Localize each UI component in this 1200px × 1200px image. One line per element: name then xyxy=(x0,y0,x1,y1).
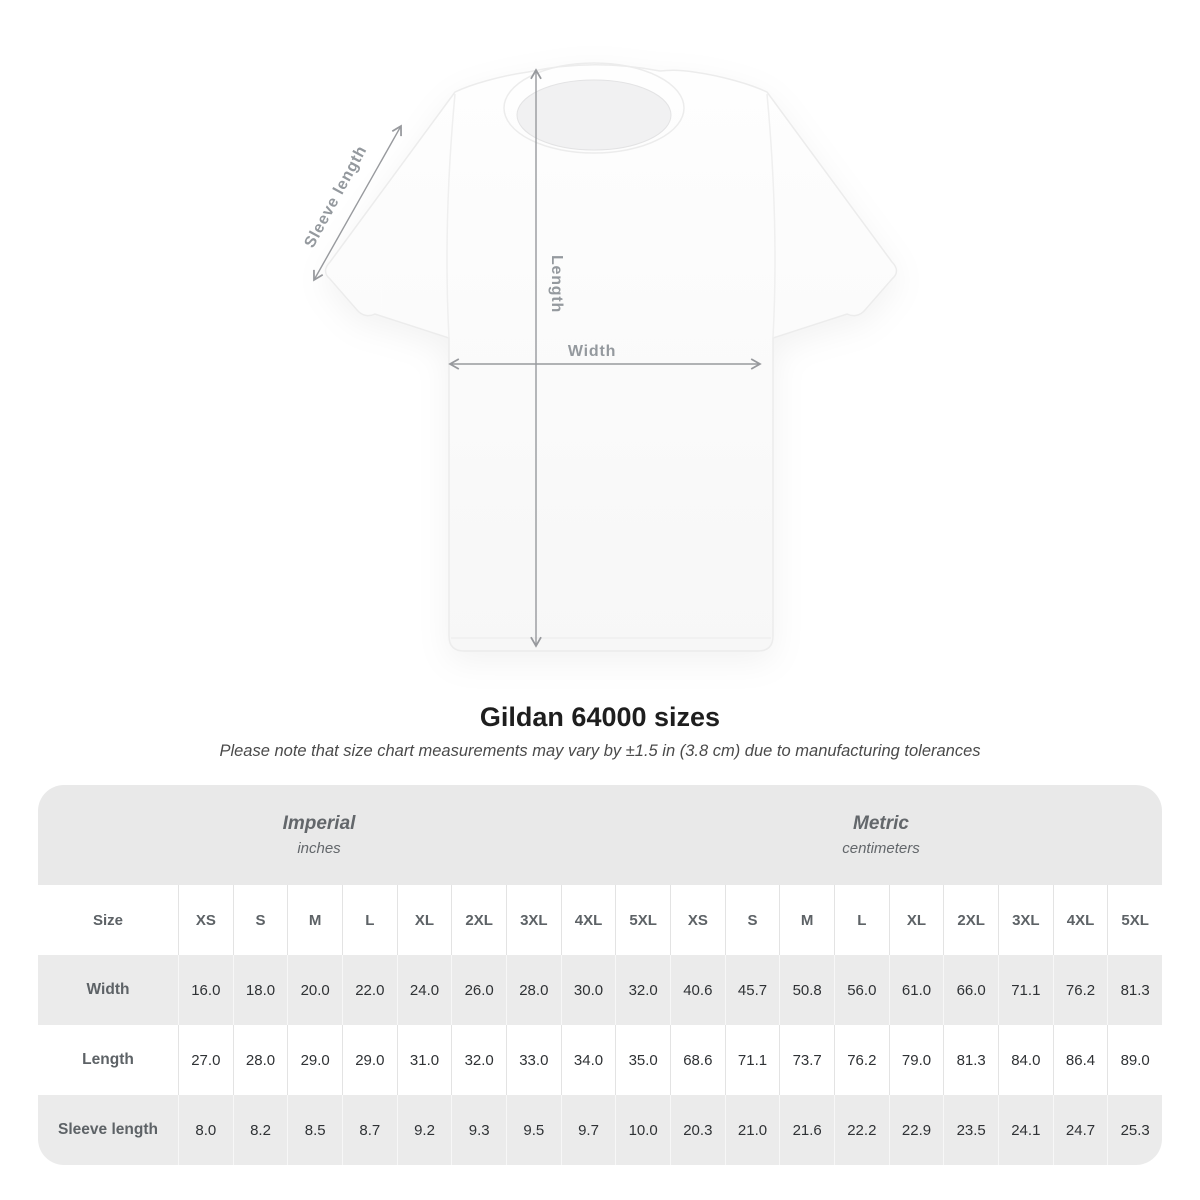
size-header-metric: 4XL xyxy=(1052,885,1108,955)
size-header-metric: S xyxy=(724,885,780,955)
measurement-value-metric: 79.0 xyxy=(888,1025,944,1095)
measurement-value-metric: 24.7 xyxy=(1052,1095,1108,1165)
measurement-value-metric: 40.6 xyxy=(670,955,725,1025)
measurement-value-imperial: 28.0 xyxy=(506,955,561,1025)
measurement-value-imperial: 8.5 xyxy=(287,1095,342,1165)
size-header-metric: L xyxy=(834,885,889,955)
size-header-imperial: S xyxy=(232,885,288,955)
measurement-value-metric: 73.7 xyxy=(779,1025,834,1095)
measurement-value-imperial: 29.0 xyxy=(342,1025,397,1095)
measurement-value-metric: 21.0 xyxy=(724,1095,780,1165)
size-header-metric: 5XL xyxy=(1107,885,1162,955)
width-measure-label: Width xyxy=(568,343,616,360)
tshirt-figure: Sleeve length Length Width xyxy=(301,62,898,652)
measurement-value-imperial: 9.5 xyxy=(506,1095,561,1165)
unit-group-unit: inches xyxy=(297,840,341,857)
measurement-value-metric: 81.3 xyxy=(1107,955,1162,1025)
size-grid: Size XS S M L XL 2XL 3XL 4XL 5XL XS S M L XL 2XL 3XL 4XL 5… xyxy=(38,885,1162,1165)
measurement-value-imperial: 26.0 xyxy=(451,955,506,1025)
unit-band: Imperial inches Metric centimeters xyxy=(38,785,1162,885)
measurement-value-imperial: 30.0 xyxy=(560,955,616,1025)
measurement-value-metric: 21.6 xyxy=(779,1095,834,1165)
size-header-imperial: 4XL xyxy=(560,885,616,955)
size-header-imperial: 3XL xyxy=(506,885,561,955)
size-header-imperial: M xyxy=(287,885,342,955)
measurement-value-metric: 45.7 xyxy=(724,955,780,1025)
neck-opening xyxy=(516,79,672,151)
unit-group-name: Metric xyxy=(853,813,909,834)
measurement-value-metric: 24.1 xyxy=(998,1095,1053,1165)
size-table: Imperial inches Metric centimeters Size X… xyxy=(38,785,1162,1165)
measurement-value-imperial: 22.0 xyxy=(342,955,397,1025)
tolerance-note: Please note that size chart measurements… xyxy=(219,742,981,760)
unit-group-unit: centimeters xyxy=(842,840,920,857)
size-header-imperial: 5XL xyxy=(615,885,670,955)
measurement-value-imperial: 9.7 xyxy=(560,1095,616,1165)
measurement-value-imperial: 28.0 xyxy=(232,1025,288,1095)
measurement-value-imperial: 27.0 xyxy=(178,1025,233,1095)
measurement-value-metric: 81.3 xyxy=(943,1025,998,1095)
measurement-value-metric: 23.5 xyxy=(943,1095,998,1165)
measurement-value-imperial: 9.2 xyxy=(396,1095,452,1165)
measurement-value-metric: 84.0 xyxy=(998,1025,1053,1095)
measurement-value-metric: 20.3 xyxy=(670,1095,725,1165)
measurement-value-imperial: 20.0 xyxy=(287,955,342,1025)
measurement-value-imperial: 34.0 xyxy=(560,1025,616,1095)
measurement-row-label: Width xyxy=(38,955,178,1025)
measurement-value-metric: 50.8 xyxy=(779,955,834,1025)
tshirt-image xyxy=(324,62,898,652)
measurement-value-imperial: 9.3 xyxy=(451,1095,506,1165)
measurement-value-imperial: 8.2 xyxy=(232,1095,288,1165)
measurement-value-metric: 56.0 xyxy=(834,955,889,1025)
measurement-value-imperial: 18.0 xyxy=(232,955,288,1025)
measurement-value-imperial: 31.0 xyxy=(396,1025,452,1095)
measurement-value-metric: 71.1 xyxy=(724,1025,780,1095)
size-header-imperial: L xyxy=(342,885,397,955)
measurement-value-metric: 22.9 xyxy=(888,1095,944,1165)
length-measure-label: Length xyxy=(548,255,565,313)
unit-group-imperial: Imperial inches xyxy=(38,785,600,885)
collar-outline xyxy=(503,62,685,154)
measurement-value-metric: 76.2 xyxy=(1052,955,1108,1025)
measurement-value-metric: 68.6 xyxy=(670,1025,725,1095)
measurement-value-imperial: 8.0 xyxy=(178,1095,233,1165)
chart-title: Gildan 64000 sizes xyxy=(479,702,721,732)
size-header-metric: XS xyxy=(670,885,725,955)
measurement-value-metric: 71.1 xyxy=(998,955,1053,1025)
measurement-value-metric: 61.0 xyxy=(888,955,944,1025)
measurement-row-label: Length xyxy=(38,1025,178,1095)
measurement-value-imperial: 32.0 xyxy=(451,1025,506,1095)
sleeve-length-arrow xyxy=(313,124,402,282)
measurement-value-metric: 89.0 xyxy=(1107,1025,1162,1095)
measurement-value-metric: 86.4 xyxy=(1052,1025,1108,1095)
measurement-value-metric: 66.0 xyxy=(943,955,998,1025)
size-column-header: Size xyxy=(38,885,178,955)
measurement-value-imperial: 35.0 xyxy=(615,1025,670,1095)
measurement-value-imperial: 16.0 xyxy=(178,955,233,1025)
measurement-value-metric: 25.3 xyxy=(1107,1095,1162,1165)
measurement-value-metric: 76.2 xyxy=(834,1025,889,1095)
measurement-row-label: Sleeve length xyxy=(38,1095,178,1165)
measurement-value-imperial: 24.0 xyxy=(396,955,452,1025)
measurement-value-imperial: 8.7 xyxy=(342,1095,397,1165)
size-header-imperial: XL xyxy=(396,885,452,955)
measurement-value-imperial: 32.0 xyxy=(615,955,670,1025)
size-header-metric: XL xyxy=(888,885,944,955)
measurement-value-imperial: 29.0 xyxy=(287,1025,342,1095)
unit-group-name: Imperial xyxy=(282,813,356,834)
size-header-metric: M xyxy=(779,885,834,955)
measurement-value-imperial: 10.0 xyxy=(615,1095,670,1165)
size-header-metric: 2XL xyxy=(943,885,998,955)
measurement-value-metric: 22.2 xyxy=(834,1095,889,1165)
size-header-metric: 3XL xyxy=(998,885,1053,955)
tshirt-svg: Sleeve length Length Width xyxy=(301,62,898,652)
unit-group-metric: Metric centimeters xyxy=(600,785,1162,885)
size-header-imperial: 2XL xyxy=(451,885,506,955)
size-header-imperial: XS xyxy=(178,885,233,955)
measurement-value-imperial: 33.0 xyxy=(506,1025,561,1095)
